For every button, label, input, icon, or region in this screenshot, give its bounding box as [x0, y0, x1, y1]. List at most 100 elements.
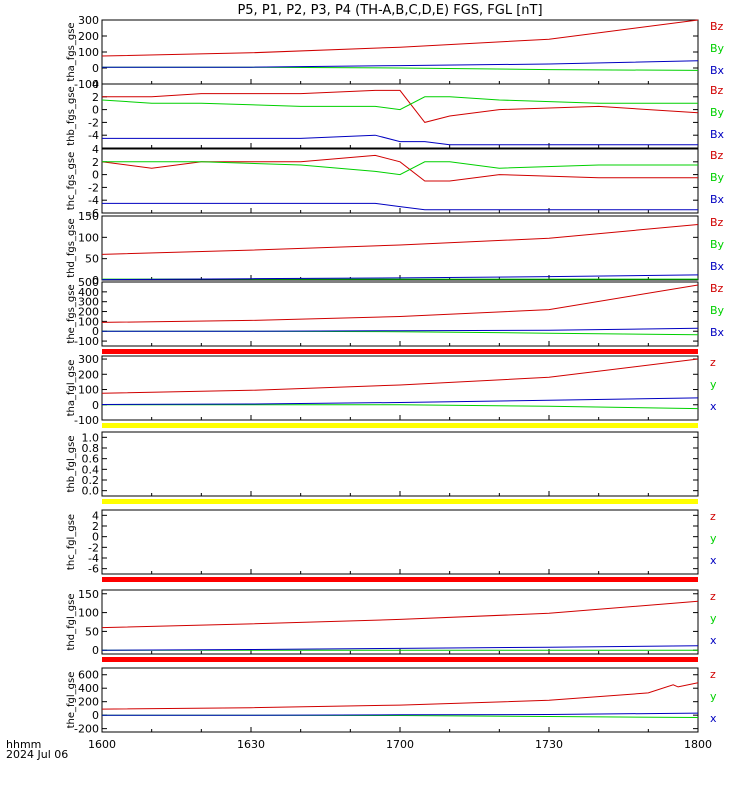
y-tick-label: 0.6 — [82, 453, 100, 466]
series-bx — [102, 134, 698, 146]
y-tick-label: 600 — [78, 669, 99, 682]
y-tick-label: -200 — [74, 723, 99, 736]
legend-z: z — [710, 356, 716, 369]
panel-frame — [101, 431, 699, 497]
y-tick-label: -6 — [88, 207, 99, 220]
series-by — [101, 96, 698, 111]
status-bar — [102, 349, 698, 354]
legend-y: y — [710, 532, 717, 545]
legend-y: y — [710, 690, 717, 703]
y-tick-label: 4 — [92, 143, 99, 156]
x-tick-label: 1600 — [88, 738, 116, 751]
series-x — [101, 645, 699, 651]
series-bz — [101, 19, 699, 57]
footer-date: 2024 Jul 06 — [6, 748, 68, 761]
y-tick-label: -100 — [74, 78, 99, 91]
y-tick-label: 0 — [92, 62, 99, 75]
legend-bx: Bx — [710, 260, 725, 273]
y-tick-label: 4 — [92, 509, 99, 522]
legend-by: By — [710, 106, 725, 119]
y-tick-label: 0.4 — [82, 463, 100, 476]
y-tick-label: 200 — [78, 30, 99, 43]
y-tick-label: -4 — [88, 129, 99, 142]
y-tick-label: 400 — [78, 682, 99, 695]
series-bx — [102, 327, 699, 332]
y-tick-label: 50 — [85, 253, 99, 266]
y-tick-label: 300 — [78, 296, 99, 309]
y-axis-label: thb_fgs_gse — [66, 86, 77, 145]
y-tick-label: 500 — [78, 276, 99, 289]
panel-frame — [101, 215, 699, 281]
series-by — [102, 161, 698, 176]
y-tick-label: 300 — [78, 14, 99, 27]
series-z — [101, 600, 699, 629]
y-tick-label: 0 — [92, 325, 99, 338]
y-tick-label: 150 — [78, 588, 99, 601]
series-bx — [102, 60, 699, 68]
panel-frame — [101, 509, 699, 575]
legend-x: x — [710, 634, 717, 647]
legend-by: By — [710, 238, 725, 251]
legend-by: By — [710, 304, 725, 317]
panel-frame — [101, 281, 699, 347]
y-axis-label: thc_fgl_gse — [66, 514, 77, 570]
y-tick-label: 0 — [92, 104, 99, 117]
y-tick-label: -4 — [88, 552, 99, 565]
y-tick-label: 100 — [78, 384, 99, 397]
legend-y: y — [710, 612, 717, 625]
y-tick-label: 2 — [92, 520, 99, 533]
y-axis-label: thc_fgs_gse — [66, 152, 77, 211]
panel-6: 1.00.80.60.40.20.0 thb_fgl_gse — [66, 431, 699, 504]
panel-8: 150 100 50 0 thd_fgl_gse zyx — [66, 588, 717, 662]
y-tick-label: 1.0 — [82, 431, 100, 444]
series-bz — [101, 154, 698, 182]
legend-bz: Bz — [710, 20, 724, 33]
series-z — [101, 358, 699, 394]
y-tick-label: 100 — [78, 315, 99, 328]
y-tick-label: 0 — [92, 274, 99, 287]
legend-x: x — [710, 554, 717, 567]
series-z — [101, 682, 699, 710]
series-bz — [101, 284, 699, 323]
series-bx — [102, 202, 698, 211]
series-bz — [101, 224, 699, 255]
legend-z: z — [710, 510, 716, 523]
legend-by: By — [710, 171, 725, 184]
panel-2: 420-2-4-6 thc_fgs_gse Bz By Bx — [66, 143, 725, 220]
legend-x: x — [710, 712, 717, 725]
series-y — [102, 404, 699, 410]
legend-z: z — [710, 668, 716, 681]
y-tick-label: 100 — [78, 46, 99, 59]
y-tick-label: 150 — [78, 210, 99, 223]
y-tick-label: 100 — [78, 231, 99, 244]
y-tick-label: -4 — [88, 194, 99, 207]
legend-bz: Bz — [710, 149, 724, 162]
x-tick-label: 1800 — [684, 738, 712, 751]
legend-bz: Bz — [710, 282, 724, 295]
panel-1: 420-2-4 thb_fgs_gse Bz By Bx — [66, 78, 725, 149]
panel-7: 420-2-4-6 thc_fgl_gse zyx — [66, 509, 717, 582]
legend-bx: Bx — [710, 64, 725, 77]
legend-bx: Bx — [710, 326, 725, 339]
y-tick-label: 0 — [92, 169, 99, 182]
series-x — [102, 712, 699, 716]
series-by — [102, 330, 699, 336]
status-bar — [102, 657, 698, 662]
legend-x: x — [710, 400, 717, 413]
legend-bz: Bz — [710, 216, 724, 229]
y-tick-label: 200 — [78, 368, 99, 381]
y-tick-label: 300 — [78, 353, 99, 366]
y-axis-label: tha_fgl_gse — [66, 360, 77, 417]
panel-frame — [101, 589, 699, 655]
panel-frame — [101, 19, 699, 85]
panel-frame — [101, 667, 699, 733]
y-tick-label: 0 — [92, 531, 99, 544]
series-bz — [102, 89, 699, 123]
status-bar — [102, 499, 698, 504]
y-tick-label: 0.2 — [82, 474, 100, 487]
